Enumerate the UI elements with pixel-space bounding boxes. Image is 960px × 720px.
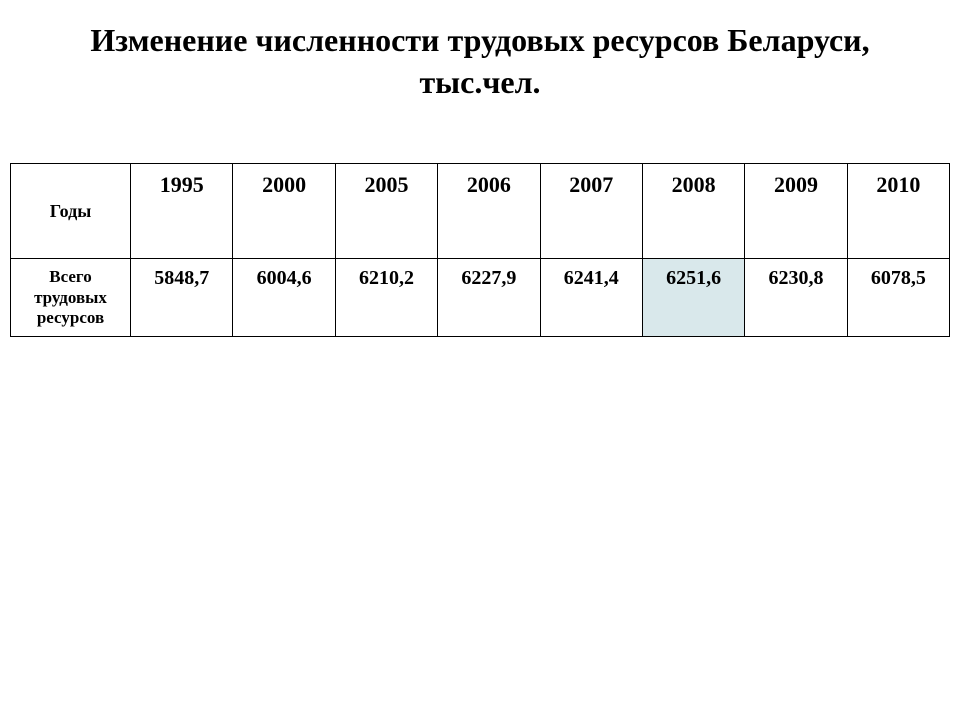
data-cell: 5848,7 xyxy=(131,259,233,337)
col-header: 2005 xyxy=(335,164,437,259)
col-header: 2009 xyxy=(745,164,847,259)
data-cell: 6078,5 xyxy=(847,259,949,337)
data-table: Годы 1995 2000 2005 2006 2007 2008 2009 … xyxy=(10,163,950,337)
col-header: 2000 xyxy=(233,164,335,259)
data-cell: 6227,9 xyxy=(438,259,540,337)
col-header: 2006 xyxy=(438,164,540,259)
data-cell: 6241,4 xyxy=(540,259,642,337)
data-cell: 6004,6 xyxy=(233,259,335,337)
table-data-row: Всего трудовых ресурсов 5848,7 6004,6 62… xyxy=(11,259,950,337)
page-title: Изменение численности трудовых ресурсов … xyxy=(0,0,960,133)
table-container: Годы 1995 2000 2005 2006 2007 2008 2009 … xyxy=(0,133,960,337)
data-cell-highlighted: 6251,6 xyxy=(642,259,744,337)
col-header: 1995 xyxy=(131,164,233,259)
row-label: Всего трудовых ресурсов xyxy=(11,259,131,337)
columns-label: Годы xyxy=(11,164,131,259)
data-cell: 6210,2 xyxy=(335,259,437,337)
table-header-row: Годы 1995 2000 2005 2006 2007 2008 2009 … xyxy=(11,164,950,259)
col-header: 2010 xyxy=(847,164,949,259)
data-cell: 6230,8 xyxy=(745,259,847,337)
col-header: 2008 xyxy=(642,164,744,259)
col-header: 2007 xyxy=(540,164,642,259)
